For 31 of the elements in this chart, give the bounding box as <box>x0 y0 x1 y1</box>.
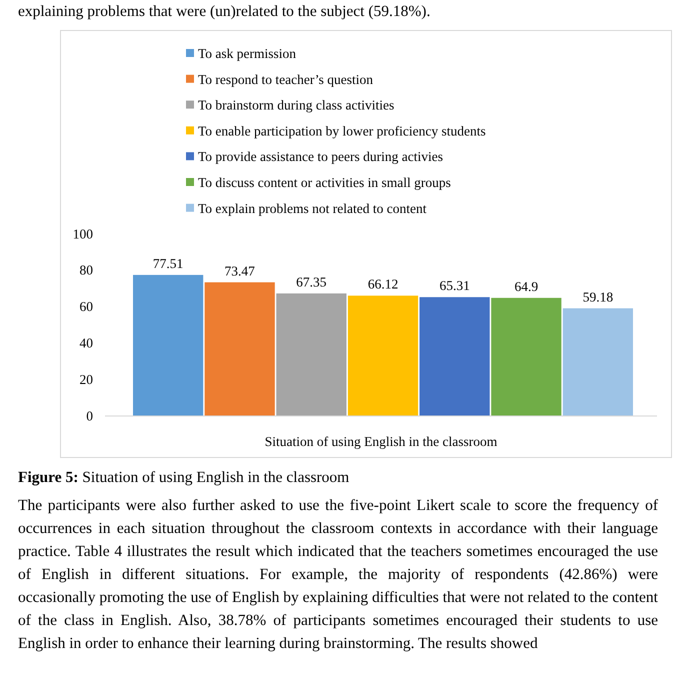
y-tick-label: 0 <box>86 408 94 424</box>
data-label: 64.9 <box>514 278 538 294</box>
text: explaining problems that were (un)related to the subject (59.18%). <box>18 2 432 22</box>
y-tick-label: 40 <box>80 336 94 351</box>
y-tick-label: 100 <box>72 226 94 242</box>
bar <box>348 296 418 416</box>
bar <box>420 297 490 416</box>
legend-label: To provide assistance to peers during activies <box>198 149 443 164</box>
data-label: 67.35 <box>296 274 327 290</box>
data-label: 77.51 <box>152 256 184 271</box>
bar <box>133 274 204 416</box>
bar <box>276 293 346 416</box>
legend-label: To ask permission <box>198 46 296 61</box>
legend-label: To explain problems not related to content <box>198 200 427 216</box>
y-tick-label: 80 <box>80 262 94 278</box>
bar <box>204 282 275 416</box>
text: The participants were also further asked to use the five-point Likert scale to score the frequency of occurrences in each situation throughout the classroom contexts in accordance with their language practice. Table 4 illustrates the result which indicated that the teachers sometimes encouraged the use of English in different situations. For example, the majority of respondents (42.86%) were occasionally promoting the use of English by explaining difficulties that were not related to the content of the class in English. Also, 38.78% of participants sometimes encouraged their students to use English in order to enhance their learning during brainstorming. The results showed <box>18 496 658 654</box>
data-label: 66.12 <box>368 276 398 292</box>
data-label: 59.18 <box>582 289 614 304</box>
legend-label: To respond to teacher’s question <box>198 72 374 87</box>
y-tick-label: 60 <box>80 299 94 314</box>
data-label: 65.31 <box>439 278 470 294</box>
y-tick-label: 20 <box>80 372 94 387</box>
legend-label: To enable participation by lower proficiency students <box>198 123 486 138</box>
caption: Figure 5: Situation of using English in the classroom <box>18 469 350 486</box>
bar <box>491 298 562 416</box>
legend-label: To brainstorm during class activities <box>198 98 394 113</box>
data-label: 73.47 <box>224 263 256 278</box>
x-axis-title: Situation of using English in the classroom <box>264 434 498 449</box>
bar <box>562 308 633 416</box>
legend-label: To discuss content or activities in small groups <box>198 175 451 190</box>
